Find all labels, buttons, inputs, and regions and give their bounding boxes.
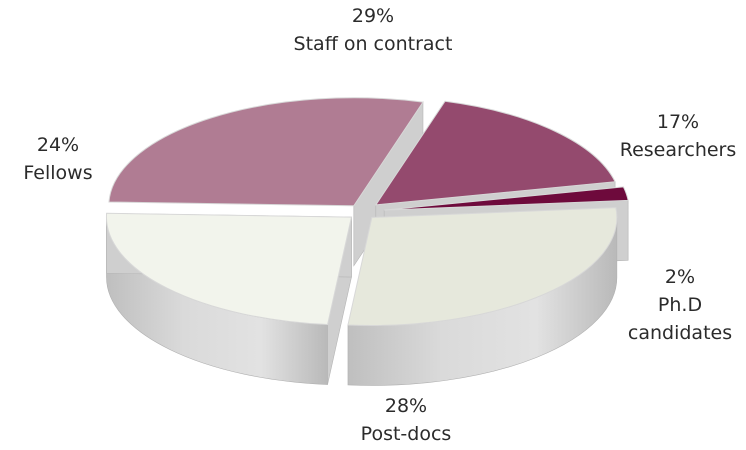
label-name-staff-on-contract: Staff on contract	[294, 33, 453, 55]
slice-ph-d-candidates	[384, 186, 629, 211]
label-name-post-docs: Post-docs	[361, 423, 452, 445]
label-name-researchers: Researchers	[620, 139, 737, 161]
label-pct-post-docs: 28%	[385, 395, 427, 417]
label-name-ph-d-candidates: Ph.D	[658, 294, 702, 316]
slice-fellows	[106, 212, 353, 326]
pie-labels: 29% Staff on contract 17% Researchers 2% Ph.D…	[23, 5, 736, 445]
pie-slices	[106, 97, 629, 326]
slice-researchers	[374, 100, 616, 206]
label-pct-researchers: 17%	[657, 111, 699, 133]
slice-post-docs	[347, 207, 618, 326]
label-name-fellows: Fellows	[23, 162, 92, 184]
label-name-ph-d-candidates-2: candidates	[628, 322, 732, 344]
label-pct-fellows: 24%	[37, 134, 79, 156]
label-pct-ph-d-candidates: 2%	[665, 266, 695, 288]
label-pct-staff-on-contract: 29%	[352, 5, 394, 27]
slice-staff-on-contract	[108, 97, 424, 207]
